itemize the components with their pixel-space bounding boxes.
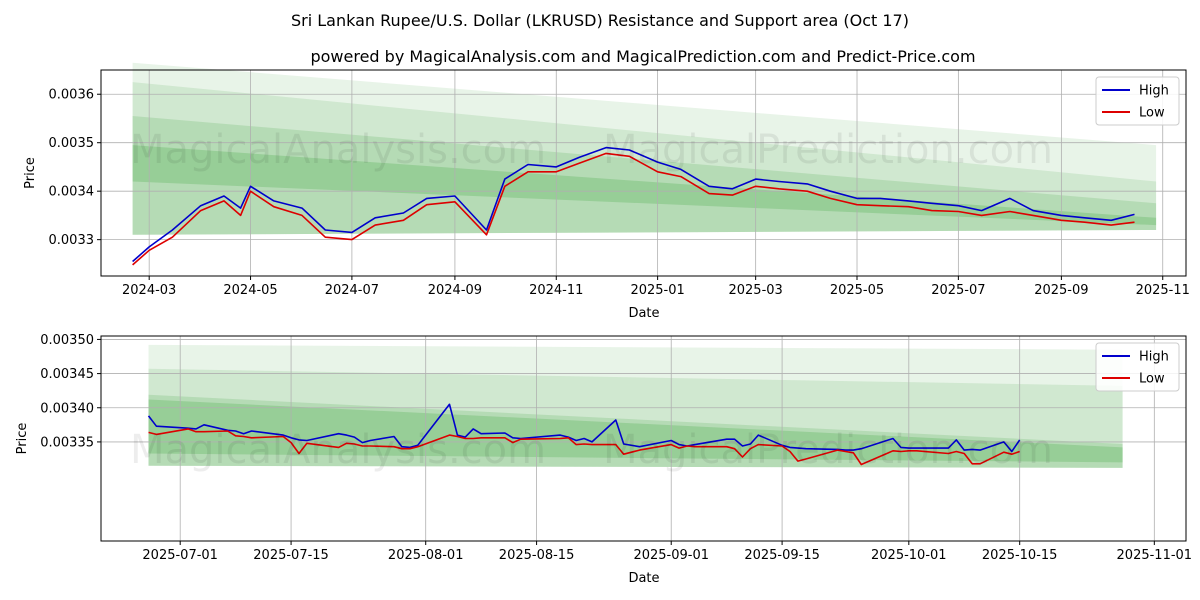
top-chart-xtick-label-4: 2024-11 <box>529 283 583 298</box>
bottom-chart-xtick-label-3: 2025-08-15 <box>499 548 575 563</box>
top-chart-xtick-label-0: 2024-03 <box>122 283 176 298</box>
bottom-chart-x-axis-label: Date <box>628 571 659 586</box>
top-chart-series-high-line <box>132 146 1135 263</box>
top-chart-band-0 <box>132 62 1157 235</box>
top-chart-xtick-label-2: 2024-07 <box>325 283 379 298</box>
bottom-chart-legend-label-high: High <box>1139 350 1169 365</box>
bottom-chart-xtick-label-4: 2025-09-01 <box>633 548 709 563</box>
bottom-chart-xtick-label-2: 2025-08-01 <box>388 548 464 563</box>
top-chart-series-low-line <box>132 152 1135 266</box>
top-chart-xtick-label-8: 2025-07 <box>931 283 985 298</box>
bottom-chart-xtick-label-8: 2025-11-01 <box>1117 548 1193 563</box>
bottom-chart-panel: 2025-07-01 2025-07-15 2025-08-01 2025-08-15… <box>15 333 1192 586</box>
top-chart-panel: 2024-03 2024-05 2024-07 2024-09 2024-11 2025-… <box>23 62 1190 321</box>
top-chart-band-1 <box>132 82 1157 235</box>
bottom-chart-ytick-label-1: 0.00340 <box>40 401 94 416</box>
top-chart-legend-label-high: High <box>1139 84 1169 99</box>
bottom-chart-plot-frame <box>100 335 1187 542</box>
watermark-analysis-bottom: MagicalAnalysis.com <box>130 427 546 473</box>
bottom-chart-xtick-label-7: 2025-10-15 <box>982 548 1058 563</box>
chart-subtitle: powered by MagicalAnalysis.com and Magic… <box>310 47 975 66</box>
top-chart-xtick-label-7: 2025-05 <box>830 283 884 298</box>
watermark-prediction-bottom: MagicalPrediction.com <box>603 427 1053 473</box>
watermark-analysis-top: MagicalAnalysis.com <box>130 127 546 173</box>
top-chart-xtick-label-1: 2024-05 <box>223 283 277 298</box>
top-chart-ytick-label-2: 0.0035 <box>49 136 95 151</box>
top-chart-band-3 <box>132 145 1157 226</box>
top-chart-x-axis-label: Date <box>628 306 659 321</box>
bottom-chart-xtick-label-5: 2025-09-15 <box>744 548 820 563</box>
bottom-chart-series-high-line <box>147 403 1021 453</box>
top-chart-xtick-label-10: 2025-11 <box>1136 283 1190 298</box>
top-chart-xtick-label-9: 2025-09 <box>1034 283 1088 298</box>
top-chart-xtick-label-5: 2025-01 <box>630 283 684 298</box>
bottom-chart-y-axis-label: Price <box>15 423 30 455</box>
chart-title: Sri Lankan Rupee/U.S. Dollar (LKRUSD) Re… <box>291 11 909 30</box>
bottom-chart-ytick-label-2: 0.00345 <box>40 367 94 382</box>
top-chart-band-2 <box>132 116 1157 235</box>
top-chart-xtick-label-6: 2025-03 <box>728 283 782 298</box>
bottom-chart-xtick-label-1: 2025-07-15 <box>253 548 329 563</box>
top-chart-ytick-label-0: 0.0033 <box>49 233 95 248</box>
bottom-chart-series-low-line <box>148 428 1020 466</box>
bottom-chart-ytick-label-0: 0.00335 <box>40 435 94 450</box>
bottom-chart-xtick-label-0: 2025-07-01 <box>142 548 218 563</box>
bottom-chart-legend-label-low: Low <box>1139 372 1165 387</box>
watermark-prediction-top: MagicalPrediction.com <box>603 127 1053 173</box>
bottom-chart-xtick-label-6: 2025-10-01 <box>871 548 947 563</box>
top-chart-ytick-label-3: 0.0036 <box>49 88 95 103</box>
bottom-chart-ytick-label-3: 0.00350 <box>40 333 94 348</box>
bottom-chart-band-2 <box>148 394 1123 468</box>
top-chart-plot-frame <box>100 69 1187 277</box>
top-chart-ytick-label-1: 0.0034 <box>49 185 95 200</box>
top-chart-xtick-label-3: 2024-09 <box>428 283 482 298</box>
top-chart-y-axis-label: Price <box>23 157 38 189</box>
top-chart-legend-label-low: Low <box>1139 106 1165 121</box>
